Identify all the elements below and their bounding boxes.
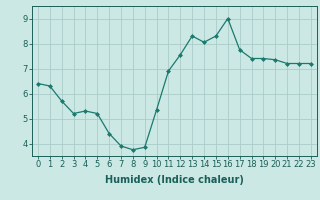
X-axis label: Humidex (Indice chaleur): Humidex (Indice chaleur) bbox=[105, 175, 244, 185]
